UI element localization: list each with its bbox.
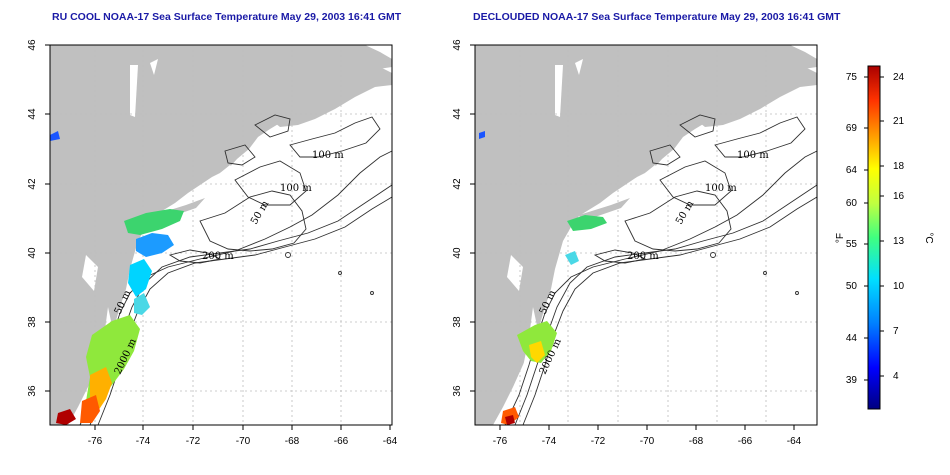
- right-lon-axis: -76 -74 -72 -70 -68 -66 -64: [493, 425, 802, 447]
- left-lon-tick-label: -64: [383, 436, 398, 447]
- left-lat-tick-label: 42: [27, 178, 38, 190]
- colorbar-celsius-label: °C: [923, 232, 934, 243]
- right-contour-label-100m-north: 100 m: [737, 150, 769, 161]
- colorbar-f-tick: 39: [846, 375, 858, 386]
- right-lon-tick-label: -70: [640, 436, 655, 447]
- right-lon-tick-label: -72: [591, 436, 606, 447]
- left-lat-tick-label: 46: [27, 39, 38, 51]
- left-contour-label-100m-georges: 100 m: [280, 183, 312, 194]
- colorbar-gradient: [867, 65, 881, 410]
- colorbar-c-tick: 21: [893, 116, 905, 127]
- colorbar-c-tick: 7: [893, 326, 899, 337]
- colorbar-f-tick: 44: [846, 333, 858, 344]
- left-lon-tick-label: -76: [88, 436, 103, 447]
- left-lon-axis: -76 -74 -72 -70 -68 -66 -64: [88, 425, 398, 447]
- left-lat-tick-label: 36: [27, 385, 38, 397]
- left-lon-tick-label: -74: [136, 436, 151, 447]
- right-lat-tick-label: 40: [452, 247, 463, 259]
- colorbar-f-tick: 64: [846, 165, 858, 176]
- left-map-title: RU COOL NOAA-17 Sea Surface Temperature …: [52, 11, 402, 23]
- right-lon-tick-label: -74: [542, 436, 557, 447]
- colorbar-c-tick: 13: [893, 236, 905, 247]
- right-sst-swath: [479, 131, 607, 425]
- left-lat-tick-label: 40: [27, 247, 38, 259]
- left-lat-tick-label: 44: [27, 108, 38, 120]
- right-lat-tick-label: 42: [452, 178, 463, 190]
- left-lon-tick-label: -68: [285, 436, 300, 447]
- colorbar-c-tick: 18: [893, 161, 905, 172]
- colorbar-f-tick: 55: [846, 239, 858, 250]
- right-lat-tick-label: 46: [452, 39, 463, 51]
- temperature-colorbar: 75 69 64 60 55 50 44 39 24 21 18 16 13 1…: [835, 65, 934, 410]
- right-lon-tick-label: -64: [787, 436, 802, 447]
- right-contour-label-200m: 200 m: [627, 251, 659, 262]
- left-lon-tick-label: -70: [236, 436, 251, 447]
- colorbar-c-tick: 4: [893, 371, 899, 382]
- colorbar-f-tick: 69: [846, 123, 858, 134]
- right-lat-tick-label: 44: [452, 108, 463, 120]
- left-contour-label-100m-north: 100 m: [312, 150, 344, 161]
- left-contour-label-200m: 200 m: [202, 251, 234, 262]
- colorbar-f-tick: 75: [846, 72, 858, 83]
- right-lat-tick-label: 38: [452, 316, 463, 328]
- left-contour-label-50m-georges: 50 m: [249, 199, 271, 227]
- left-lat-tick-label: 38: [27, 316, 38, 328]
- right-lon-tick-label: -68: [689, 436, 704, 447]
- colorbar-c-tick: 24: [893, 72, 905, 83]
- right-lat-axis: 46 44 42 40 38 36: [452, 39, 475, 397]
- right-lon-tick-label: -76: [493, 436, 508, 447]
- right-lat-tick-label: 36: [452, 385, 463, 397]
- right-map-panel: 100 m 100 m 50 m 200 m 50 m 2000 m: [474, 44, 818, 426]
- left-sst-swath: [50, 131, 184, 425]
- right-contour-label-50m-georges: 50 m: [674, 199, 696, 227]
- colorbar-fahrenheit-label: °F: [835, 233, 846, 243]
- right-contour-label-100m-georges: 100 m: [705, 183, 737, 194]
- colorbar-c-tick: 16: [893, 191, 905, 202]
- right-lon-tick-label: -66: [738, 436, 753, 447]
- colorbar-c-tick: 10: [893, 281, 905, 292]
- colorbar-f-tick: 60: [846, 198, 858, 209]
- right-map-title: DECLOUDED NOAA-17 Sea Surface Temperatur…: [473, 11, 841, 23]
- left-lat-axis: 46 44 42 40 38 36: [27, 39, 50, 397]
- left-map-panel: 100 m 100 m 50 m 200 m 50 m 2000 m: [49, 44, 393, 426]
- left-lon-tick-label: -72: [186, 436, 201, 447]
- colorbar-f-tick: 50: [846, 281, 858, 292]
- left-lon-tick-label: -66: [334, 436, 349, 447]
